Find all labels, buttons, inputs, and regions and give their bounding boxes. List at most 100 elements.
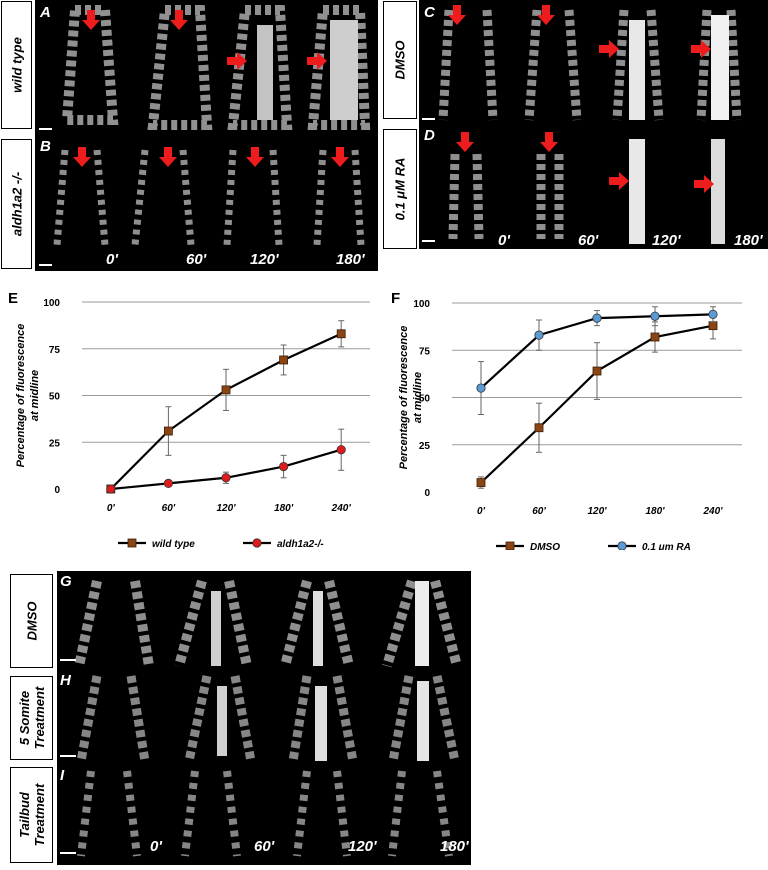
time-label-d-60: 60' <box>578 232 599 249</box>
chart-e-legend-marker-1 <box>252 538 262 548</box>
scale-bar-a <box>39 128 52 130</box>
chart-f-legend-marker-1 <box>617 541 627 550</box>
time-label-b-0: 0' <box>106 251 118 268</box>
time-label-d-120: 120' <box>652 232 681 249</box>
time-label-i-180: 180' <box>440 838 469 855</box>
chart-e-s1-point-3 <box>278 461 289 472</box>
row-label-aldh1a2: aldh1a2 -/- <box>1 139 32 269</box>
row-label-five-somite-line1: 5 Somite <box>16 690 32 746</box>
time-label-i-120: 120' <box>348 838 377 855</box>
chart-e-ylabel-line1: Percentage of fluorescence <box>15 324 27 468</box>
panel-label-b: B <box>40 138 51 155</box>
chart-e-s0-point-2 <box>221 385 231 395</box>
chart-f-ytick-0: 0 <box>424 488 430 499</box>
chart-f-xtick-2: 120' <box>587 506 607 517</box>
time-label-b-60: 60' <box>186 251 207 268</box>
row-label-wild-type-text: wild type <box>9 37 24 93</box>
chart-f-ytick-100: 100 <box>413 299 430 310</box>
chart-e-legend-label-0: wild type <box>152 539 195 550</box>
time-label-d-0: 0' <box>498 232 510 249</box>
image-strip-d <box>419 124 768 249</box>
time-label-b-180: 180' <box>336 251 365 268</box>
chart-e-s1-point-0 <box>106 484 116 494</box>
image-strip-h <box>57 671 471 766</box>
row-label-five-somite-text: 5 Somite Treatment <box>17 687 47 750</box>
micrograph-h <box>76 675 460 762</box>
chart-f-s0-point-4 <box>708 321 718 331</box>
chart-f-xtick-3: 180' <box>645 506 665 517</box>
chart-e-xtick-1: 60' <box>162 503 176 514</box>
row-label-dmso-top: DMSO <box>383 1 417 119</box>
chart-e-s1-point-4 <box>336 445 346 455</box>
chart-f-s1-point-2 <box>592 313 602 323</box>
chart-f-ytick-50: 50 <box>419 394 431 405</box>
micrograph-b <box>53 147 365 246</box>
row-label-dmso-bottom: DMSO <box>10 574 53 668</box>
row-label-wild-type: wild type <box>1 1 32 129</box>
micrograph-d <box>448 132 725 244</box>
panel-label-g: G <box>60 573 72 590</box>
row-label-tailbud-text: Tailbud Treatment <box>17 784 47 847</box>
image-strip-b <box>35 135 378 271</box>
chart-f-s1-point-0 <box>476 383 486 393</box>
micrograph-c <box>438 5 742 121</box>
chart-e-series-line-0 <box>110 332 342 490</box>
chart-e-xtick-2: 120' <box>216 503 236 514</box>
chart-e-s1-point-1 <box>163 478 173 488</box>
panel-label-e: E <box>8 290 19 307</box>
row-label-tailbud-line1: Tailbud <box>16 792 32 838</box>
row-label-five-somite-line2: Treatment <box>31 686 47 750</box>
panel-label-f: F <box>391 290 401 307</box>
time-label-d-180: 180' <box>734 232 763 249</box>
micrograph-g <box>74 579 462 668</box>
chart-f-s0-point-0 <box>476 478 486 487</box>
chart-f-ytick-25: 25 <box>419 441 431 452</box>
image-strip-i <box>57 766 471 865</box>
chart-f-s1-point-1 <box>534 330 544 340</box>
row-label-dmso-bottom-text: DMSO <box>24 601 39 641</box>
chart-f-s0-point-1 <box>534 423 544 433</box>
chart-e-s0-point-1 <box>163 426 173 436</box>
scale-bar-g <box>60 659 76 661</box>
panel-label-i: I <box>60 767 65 784</box>
chart-e-legend-marker-0 <box>127 538 137 548</box>
chart-e-ytick-25: 25 <box>49 438 61 449</box>
chart-e-s0-point-4 <box>336 329 346 339</box>
chart-e: 0 25 50 75 100 0' 60' 120' 180' 240' Percentage of… <box>15 298 370 550</box>
chart-e-ylabel-line2: at midline <box>29 370 41 421</box>
chart-e-xtick-4: 240' <box>331 503 352 514</box>
row-label-ra-text: 0.1 μM RA <box>392 157 408 221</box>
panel-label-d: D <box>424 127 435 144</box>
chart-f-legend-label-1: 0.1 μm RA <box>642 542 691 550</box>
image-strip-c <box>419 0 768 124</box>
scale-bar-b <box>39 264 52 266</box>
chart-e-ytick-0: 0 <box>54 485 60 496</box>
chart-f-ytick-75: 75 <box>419 346 431 357</box>
chart-f-legend-label-0: DMSO <box>530 542 560 550</box>
time-label-b-120: 120' <box>250 251 279 268</box>
row-label-tailbud-line2: Treatment <box>31 783 47 847</box>
micrograph-i <box>77 770 453 857</box>
micrograph-a <box>61 4 371 130</box>
time-label-i-0: 0' <box>150 838 162 855</box>
row-label-dmso-top-text: DMSO <box>392 40 408 80</box>
panel-label-a: A <box>40 4 51 21</box>
chart-e-s0-point-3 <box>279 355 289 365</box>
chart-f-ylabel-line1: Percentage of fluorescence <box>398 326 410 470</box>
chart-e-xtick-0: 0' <box>107 503 116 514</box>
panel-label-c: C <box>424 4 435 21</box>
chart-e-legend-label-1: aldh1a2-/- <box>277 539 324 550</box>
chart-f-xtick-4: 240' <box>702 506 723 517</box>
chart-e-ytick-100: 100 <box>43 298 60 309</box>
chart-f-xtick-1: 60' <box>532 506 546 517</box>
scale-bar-c <box>422 118 435 120</box>
row-label-five-somite: 5 Somite Treatment <box>10 676 53 760</box>
chart-f-ylabel-line2: at midline <box>412 372 424 423</box>
chart-e-ytick-50: 50 <box>49 392 61 403</box>
scale-bar-d <box>422 240 435 242</box>
chart-f-s1-point-3 <box>650 311 660 321</box>
row-label-aldh1a2-text: aldh1a2 -/- <box>9 171 24 237</box>
chart-e-ytick-75: 75 <box>49 345 61 356</box>
row-label-ra: 0.1 μM RA <box>383 129 417 249</box>
row-label-tailbud: Tailbud Treatment <box>10 767 53 863</box>
